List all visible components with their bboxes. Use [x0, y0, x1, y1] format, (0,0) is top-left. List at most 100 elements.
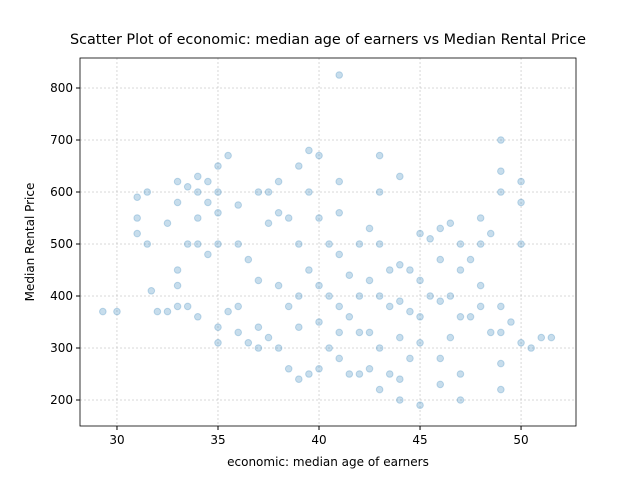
point — [456, 370, 465, 378]
point — [497, 328, 505, 337]
point — [406, 354, 414, 363]
point — [163, 307, 172, 316]
x-tick-label: 50 — [513, 433, 528, 447]
point — [214, 240, 222, 248]
point — [335, 71, 344, 79]
point — [305, 370, 313, 378]
point — [335, 354, 344, 363]
point — [284, 302, 293, 311]
point — [406, 266, 414, 274]
point — [284, 365, 293, 373]
point — [375, 385, 384, 394]
point — [497, 385, 505, 394]
point — [183, 240, 192, 248]
point — [527, 344, 535, 352]
point — [274, 344, 283, 352]
point — [315, 151, 323, 160]
point — [295, 162, 303, 170]
point — [335, 328, 344, 337]
point — [497, 359, 505, 368]
point — [335, 209, 344, 217]
point — [436, 297, 445, 306]
point — [375, 151, 384, 160]
plot-area — [80, 58, 576, 426]
point — [476, 281, 485, 290]
point — [537, 333, 546, 342]
point — [375, 292, 384, 300]
point — [264, 333, 273, 342]
point — [396, 261, 404, 269]
point — [295, 375, 303, 384]
point — [193, 240, 202, 248]
point — [173, 281, 182, 290]
point — [274, 177, 283, 186]
point — [143, 188, 152, 196]
point — [193, 313, 202, 321]
point — [456, 240, 465, 248]
point — [517, 240, 525, 248]
y-tick-label: 500 — [50, 237, 73, 251]
point — [264, 188, 273, 196]
x-tick-label: 40 — [311, 433, 326, 447]
point — [234, 201, 242, 209]
point — [147, 287, 156, 295]
x-tick-label: 45 — [412, 433, 427, 447]
point — [214, 188, 222, 196]
point — [214, 339, 222, 347]
point — [416, 339, 424, 347]
point — [315, 281, 323, 290]
point — [456, 396, 465, 404]
point — [385, 266, 394, 274]
point — [325, 292, 333, 300]
point — [375, 188, 384, 196]
point — [365, 276, 374, 285]
point — [355, 292, 364, 300]
point — [264, 219, 273, 228]
x-tick-label: 35 — [210, 433, 225, 447]
point — [396, 172, 404, 181]
point — [396, 375, 404, 384]
point — [325, 240, 333, 248]
point — [234, 302, 242, 311]
point — [466, 255, 475, 264]
point — [476, 214, 485, 222]
point — [416, 229, 424, 238]
point — [497, 188, 505, 196]
point — [254, 188, 263, 196]
point — [385, 302, 394, 311]
point — [254, 344, 263, 352]
chart-title: Scatter Plot of economic: median age of … — [70, 32, 586, 48]
point — [305, 266, 313, 274]
point — [396, 333, 404, 342]
point — [335, 177, 344, 186]
point — [315, 318, 323, 326]
point — [193, 188, 202, 196]
point — [486, 229, 495, 238]
point — [406, 307, 414, 316]
x-tick-label: 30 — [109, 433, 124, 447]
point — [183, 183, 192, 191]
point — [173, 302, 182, 311]
point — [224, 307, 232, 316]
point — [305, 188, 313, 196]
axes-frame — [79, 57, 577, 427]
point — [335, 250, 344, 259]
point — [517, 198, 525, 207]
point — [204, 198, 212, 207]
point — [365, 365, 374, 373]
point — [295, 240, 303, 248]
point — [173, 266, 182, 274]
point — [396, 396, 404, 404]
point — [113, 307, 121, 316]
point — [355, 370, 364, 378]
point — [345, 313, 354, 321]
point — [133, 214, 141, 222]
point — [497, 167, 505, 176]
point — [446, 333, 455, 342]
point — [254, 276, 263, 285]
point — [365, 328, 374, 337]
point — [305, 146, 313, 155]
point — [193, 172, 202, 181]
point — [234, 240, 242, 248]
